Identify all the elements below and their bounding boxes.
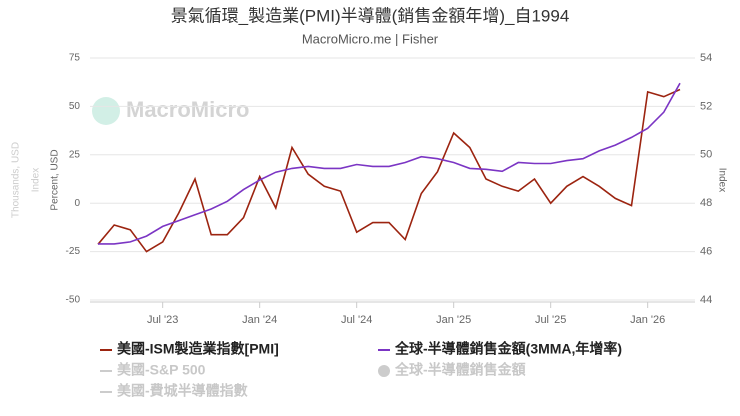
y-axis-title-hidden: Index (31, 168, 42, 192)
y-tick-label: -25 (66, 246, 81, 257)
series-line (97, 88, 681, 253)
chart-subtitle: MacroMicro.me | Fisher (302, 31, 439, 46)
y2-tick-label: 52 (700, 100, 712, 112)
y-axis-title: Percent, USD (50, 149, 61, 210)
x-tick-label: Jul '23 (147, 314, 178, 326)
x-tick-label: Jul '24 (341, 314, 372, 326)
y-tick-label: -50 (66, 295, 81, 306)
legend-label: 全球-半導體銷售金額 (394, 362, 526, 378)
x-tick-label: Jul '25 (535, 314, 566, 326)
x-tick-label: Jan '26 (630, 314, 665, 326)
legend-swatch (378, 365, 390, 377)
x-tick-label: Jan '24 (242, 314, 277, 326)
x-tick-label: Jan '25 (436, 314, 471, 326)
watermark: MacroMicro (126, 97, 249, 122)
y2-tick-label: 54 (700, 52, 712, 64)
y2-tick-label: 50 (700, 149, 712, 161)
y-axis-title-hidden: Thousands, USD (11, 142, 22, 218)
y2-axis-title: Index (716, 168, 727, 192)
series-line (98, 82, 681, 245)
watermark-logo: MacroMicro (92, 97, 249, 125)
legend-label: 美國-ISM製造業指數[PMI] (117, 341, 279, 357)
chart-title: 景氣循環_製造業(PMI)半導體(銷售金額年增)_自1994 (171, 6, 570, 25)
y2-tick-label: 44 (700, 294, 712, 306)
y-tick-label: 50 (69, 101, 81, 112)
y-tick-label: 0 (74, 198, 80, 209)
y-tick-label: 25 (69, 149, 81, 160)
legend-label: 全球-半導體銷售金額(3MMA,年增率) (394, 341, 622, 357)
y2-tick-label: 46 (700, 246, 712, 258)
y2-tick-label: 48 (700, 197, 712, 209)
legend-label: 美國-費城半導體指數 (117, 383, 248, 399)
y-tick-label: 75 (69, 53, 81, 64)
plot-area (97, 82, 681, 253)
legend-label: 美國-S&P 500 (117, 362, 206, 378)
